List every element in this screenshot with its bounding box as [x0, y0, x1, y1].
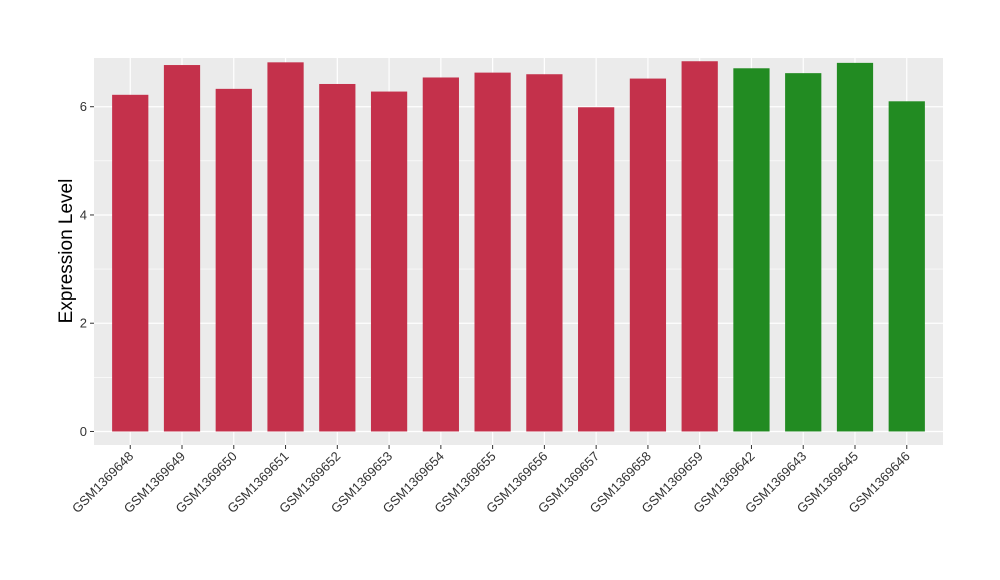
- bar-GSM1369658: [629, 78, 667, 432]
- bar-GSM1369645: [836, 62, 874, 432]
- y-axis-title: Expression Level: [56, 179, 77, 324]
- y-tick-label: 2: [80, 316, 87, 331]
- bar-GSM1369650: [215, 88, 252, 432]
- bar-GSM1369659: [681, 61, 718, 432]
- bar-GSM1369643: [785, 73, 822, 432]
- bar-GSM1369657: [578, 107, 615, 432]
- bar-GSM1369656: [526, 74, 563, 432]
- bar-GSM1369649: [163, 65, 201, 432]
- bar-GSM1369651: [267, 62, 304, 432]
- y-tick-label: 4: [80, 207, 87, 222]
- bar-GSM1369648: [112, 94, 149, 432]
- x-axis: GSM1369648GSM1369649GSM1369650GSM1369651…: [69, 445, 913, 516]
- y-tick-label: 0: [80, 424, 87, 439]
- bar-GSM1369646: [888, 101, 925, 432]
- bar-GSM1369655: [474, 72, 511, 432]
- y-tick-label: 6: [80, 99, 87, 114]
- bar-GSM1369642: [733, 68, 770, 432]
- y-axis: 0 2 4 6: [80, 99, 94, 439]
- bar-GSM1369652: [319, 83, 356, 432]
- bar-GSM1369653: [370, 91, 408, 432]
- bar-GSM1369654: [422, 77, 459, 432]
- bars: [112, 61, 925, 432]
